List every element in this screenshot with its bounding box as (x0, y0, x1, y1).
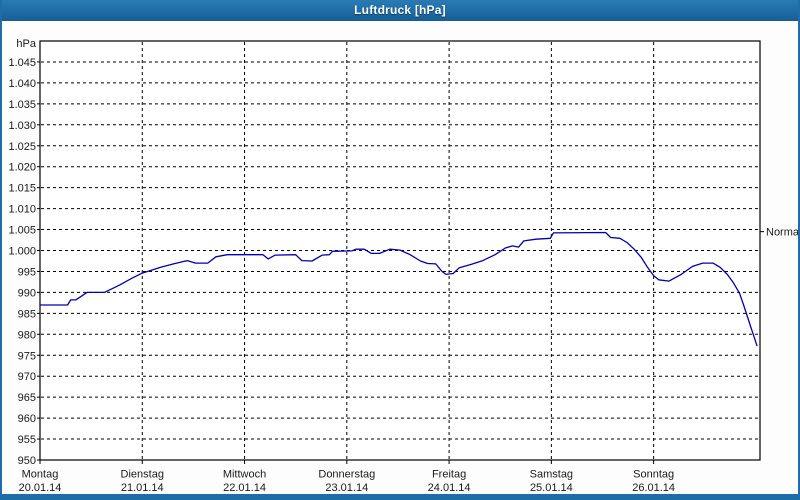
x-tick-weekday-label: Mittwoch (223, 469, 266, 481)
y-tick-label: 950 (18, 455, 36, 467)
y-tick-label: 1.020 (8, 162, 36, 174)
pressure-line (39, 231, 758, 347)
y-tick-label: 965 (18, 392, 36, 404)
normal-marker-label: Normal (766, 227, 800, 239)
y-tick-label: 1.035 (8, 99, 36, 111)
y-tick-label: 975 (18, 350, 36, 362)
y-tick-label: 1.025 (8, 141, 36, 153)
x-tick-weekday-label: Freitag (432, 469, 466, 481)
window-title: Luftdruck [hPa] (354, 3, 446, 17)
x-tick-date-label: 23.01.14 (325, 482, 368, 494)
x-tick-date-label: 21.01.14 (121, 482, 164, 494)
window-border-right (798, 0, 800, 500)
window-border-bottom (0, 494, 800, 500)
y-tick-label: 980 (18, 329, 36, 341)
x-tick-date-label: 20.01.14 (19, 482, 62, 494)
y-tick-label: 1.040 (8, 78, 36, 90)
x-tick-date-label: 24.01.14 (428, 482, 471, 494)
y-tick-label: 970 (18, 371, 36, 383)
y-tick-label: 1.005 (8, 225, 36, 237)
y-tick-label: 985 (18, 308, 36, 320)
x-tick-date-label: 25.01.14 (530, 482, 573, 494)
x-tick-weekday-label: Donnerstag (318, 469, 375, 481)
x-tick-date-label: 26.01.14 (632, 482, 675, 494)
x-tick-weekday-label: Sonntag (633, 469, 674, 481)
y-axis-unit-label: hPa (16, 38, 36, 50)
y-tick-label: 1.015 (8, 183, 36, 195)
window-border-left (0, 0, 2, 500)
y-tick-label: 1.030 (8, 120, 36, 132)
y-tick-label: 960 (18, 413, 36, 425)
x-tick-date-label: 22.01.14 (223, 482, 266, 494)
y-tick-label: 995 (18, 266, 36, 278)
y-tick-label: 1.000 (8, 246, 36, 258)
y-tick-label: 1.045 (8, 57, 36, 69)
x-tick-weekday-label: Samstag (530, 469, 573, 481)
y-tick-label: 955 (18, 434, 36, 446)
y-tick-label: 1.010 (8, 204, 36, 216)
x-tick-weekday-label: Dienstag (121, 469, 164, 481)
title-bar[interactable]: Luftdruck [hPa] (0, 0, 800, 21)
y-tick-label: 990 (18, 287, 36, 299)
x-tick-weekday-label: Montag (22, 469, 59, 481)
